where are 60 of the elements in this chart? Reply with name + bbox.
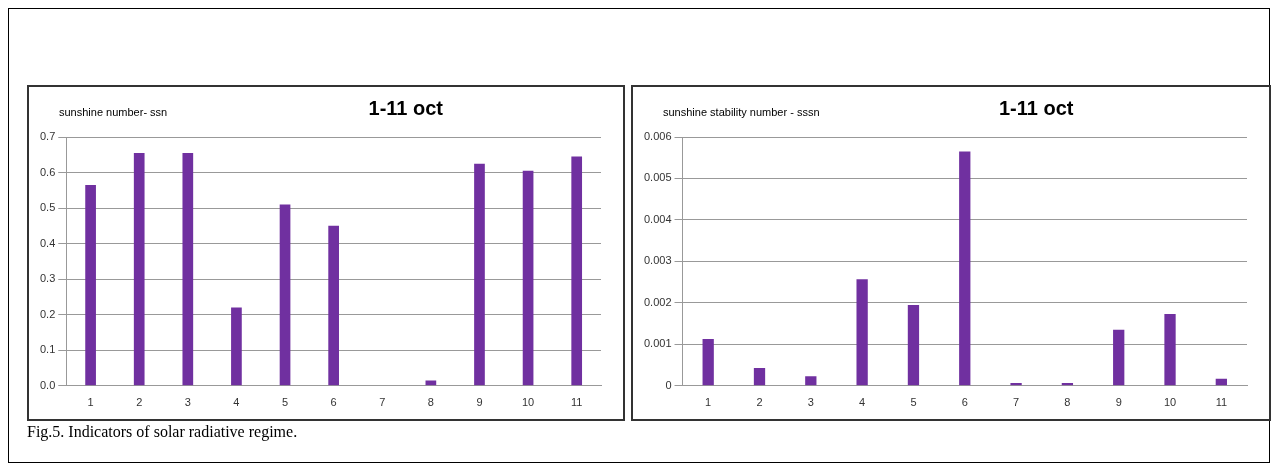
x-tick-label: 9 [1115,396,1122,409]
bar [85,184,96,386]
x-tick-label: 7 [1013,396,1020,409]
y-tick-label: 0.006 [644,130,672,143]
y-tick-label: 0.005 [644,171,672,184]
bar [805,376,817,386]
x-tick-label: 10 [521,396,535,409]
y-tick-label: 0.0 [39,378,56,391]
bar [425,380,437,386]
x-tick-label: 3 [184,396,191,409]
bar [1164,314,1176,386]
chart-title: 1-11 oct [998,96,1074,119]
x-tick-label: 8 [1064,396,1071,409]
bar [279,204,291,386]
x-tick-label: 8 [427,396,434,409]
bar [702,338,714,386]
x-tick-label: 3 [807,396,814,409]
x-tick-label: 2 [136,396,143,409]
x-tick-label: 5 [281,396,289,409]
bar [133,152,145,386]
bar [907,304,920,386]
x-tick-label: 11 [570,396,583,409]
x-tick-label: 1 [87,396,94,409]
bar [474,163,485,386]
x-tick-label: 4 [233,396,240,409]
bar [959,151,971,386]
x-tick-label: 6 [961,396,968,409]
chart-title: 1-11 oct [368,96,444,119]
chart-subtitle: sunshine stability number - sssn [663,106,820,119]
x-tick-label: 10 [1163,396,1177,409]
chart-subtitle: sunshine number- ssn [59,106,168,119]
x-tick-label: 9 [476,396,483,409]
x-tick-label: 2 [756,396,763,409]
x-tick-label: 11 [1215,396,1228,409]
x-tick-label: 5 [910,396,917,409]
x-tick-label: 7 [379,396,386,409]
caption: Fig.5. Indicators of solar radiative regime. [27,423,298,441]
bar [328,225,339,386]
bar [182,152,194,386]
y-tick-label: 0.5 [39,201,56,214]
y-tick-label: 0.004 [644,212,672,225]
y-tick-label: 0 [665,378,672,391]
y-tick-label: 0.3 [39,272,56,285]
y-tick-label: 0.2 [39,307,56,320]
x-tick-label: 6 [330,396,337,409]
y-tick-label: 0.003 [644,254,672,267]
y-tick-label: 0.002 [644,295,672,308]
bar [231,307,242,386]
y-tick-label: 0.7 [39,130,56,143]
x-tick-label: 1 [705,396,712,409]
x-tick-label: 4 [859,396,866,409]
y-tick-label: 0.1 [39,343,56,356]
bar [753,367,766,386]
y-tick-label: 0.6 [39,165,56,178]
bar [856,279,868,386]
y-tick-label: 0.001 [644,337,672,350]
bar [571,156,583,386]
y-tick-label: 0.4 [39,236,56,249]
bar [522,170,534,386]
bar [1113,329,1125,386]
